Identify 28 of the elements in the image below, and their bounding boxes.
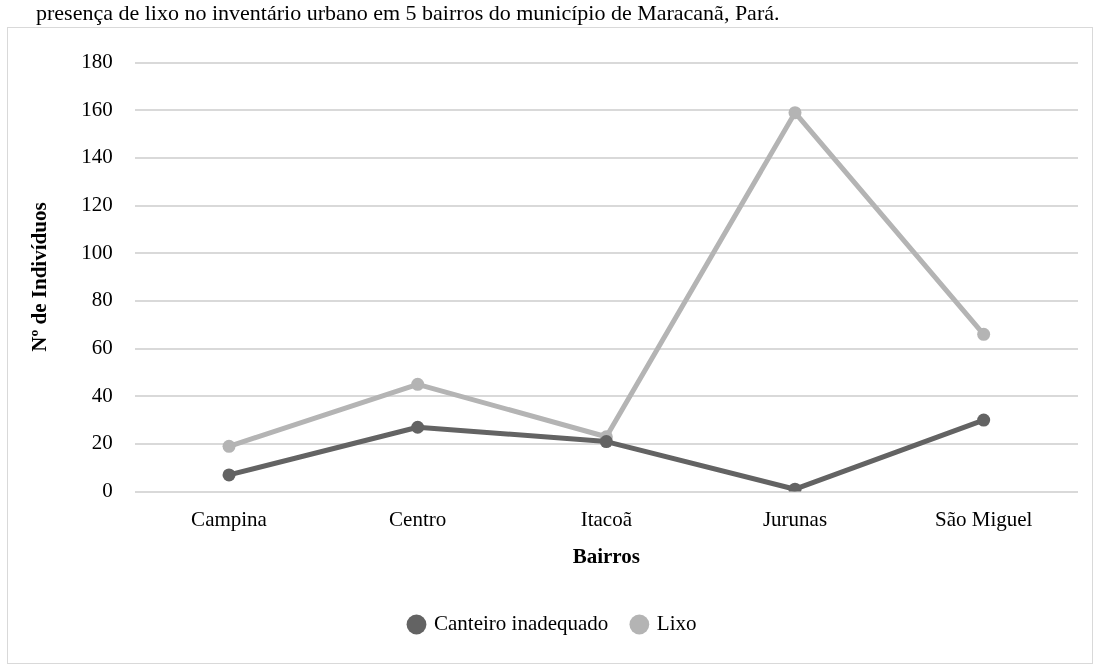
legend-label: Canteiro inadequado — [433, 611, 609, 636]
y-tick-label: 160 — [81, 96, 113, 121]
y-tick-label: 80 — [91, 287, 113, 312]
legend-label: Lixo — [656, 611, 697, 636]
y-tick-label: 100 — [81, 239, 113, 264]
point — [411, 420, 425, 434]
x-tick-label: Jurunas — [762, 506, 828, 531]
y-tick-label: 20 — [91, 430, 113, 455]
chart-title: presença de lixo no inventário urbano em 5 bairros do município de Maracanã, Pará. — [36, 0, 780, 26]
y-tick-label: 0 — [102, 478, 113, 503]
y-tick-label: 120 — [81, 192, 113, 217]
y-tick-label: 180 — [81, 49, 113, 74]
point — [599, 435, 613, 449]
x-axis-title: Bairros — [572, 543, 640, 568]
y-tick-label: 60 — [91, 335, 113, 360]
point — [222, 439, 236, 453]
y-axis-title: Nº de Indivíduos — [27, 202, 52, 352]
point — [222, 468, 236, 482]
point — [977, 327, 991, 341]
point — [977, 413, 991, 427]
x-tick-label: São Miguel — [934, 506, 1033, 531]
x-tick-label: Itacoã — [580, 506, 633, 531]
y-tick-label: 140 — [81, 144, 113, 169]
y-tick-label: 40 — [91, 382, 113, 407]
point — [788, 106, 802, 120]
point — [411, 377, 425, 391]
x-tick-label: Campina — [191, 506, 268, 531]
x-tick-label: Centro — [389, 506, 447, 531]
